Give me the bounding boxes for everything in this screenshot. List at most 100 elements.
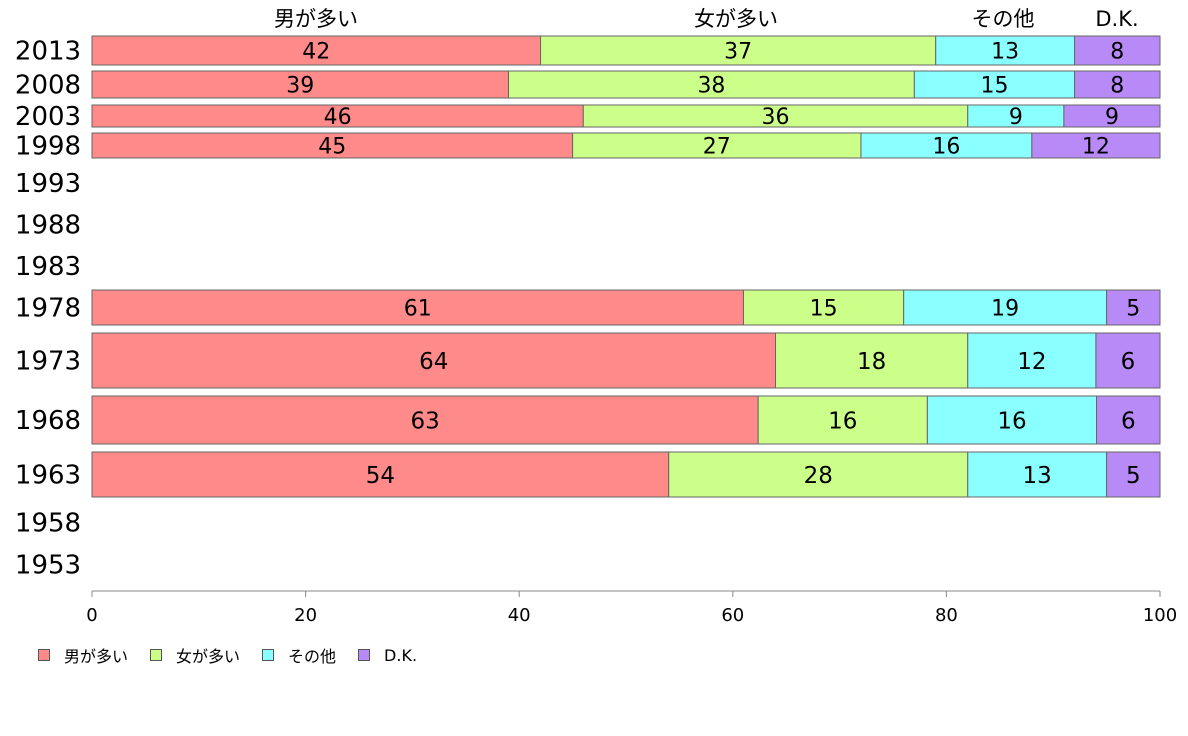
bar-segment [540, 35, 937, 66]
bar-value-label: 16 [828, 408, 857, 434]
bar-value-label: 12 [1082, 134, 1110, 159]
legend-label: 女が多い [176, 647, 241, 666]
year-label: 1968 [15, 406, 81, 436]
bar-segment [757, 395, 928, 445]
bar-segment [1096, 395, 1161, 445]
legend-swatch [262, 649, 275, 661]
legend-item: 女が多い [150, 643, 240, 667]
bar-segment [967, 451, 1108, 498]
top-label: 女が多い [694, 7, 778, 31]
year-label: 1958 [15, 509, 81, 539]
year-label: 2013 [15, 37, 81, 67]
x-axis: 0 20 40 60 80 100 [86, 590, 1177, 626]
legend-swatch [150, 649, 163, 661]
bar-value-label: 54 [366, 463, 395, 489]
year-label: 1953 [15, 551, 81, 581]
bar-segment [1106, 289, 1161, 326]
year-label: 2008 [15, 71, 81, 101]
top-labels: 男が多い 女が多い その他 D.K. [274, 7, 1139, 31]
legend-item: 男が多い [38, 643, 128, 667]
bar-segment [935, 35, 1076, 66]
legend-label: その他 [288, 647, 337, 666]
bar-value-label: 15 [980, 73, 1008, 98]
year-label: 1978 [15, 294, 81, 324]
top-label: その他 [972, 7, 1035, 31]
year-label: 1993 [15, 169, 81, 199]
bar-segment [1095, 332, 1161, 389]
bar-segment [1063, 104, 1161, 128]
year-label: 1988 [15, 211, 81, 241]
top-label: 男が多い [274, 7, 358, 31]
bar-value-label: 27 [703, 134, 731, 159]
bar-segment [91, 289, 744, 326]
bar-segment [1074, 35, 1161, 66]
year-label: 1963 [15, 461, 81, 491]
legend-label: D.K. [384, 645, 418, 665]
x-tick-label: 0 [86, 605, 97, 626]
bar-segment [1031, 132, 1161, 159]
legend-swatch [358, 649, 371, 661]
bar-value-label: 16 [932, 134, 960, 159]
bar-value-label: 63 [410, 408, 439, 434]
bar-segment [91, 35, 542, 66]
bar-segment [926, 395, 1098, 445]
bar-value-label: 9 [1105, 105, 1119, 130]
year-label: 1998 [15, 132, 81, 162]
legend-item: D.K. [358, 646, 417, 665]
bar-segment [91, 132, 574, 159]
legend-item: その他 [262, 643, 336, 667]
bars: 42 37 13 8 39 38 15 8 46 36 9 9 45 27 16 12 61 15 19 5 64 18 1… [91, 35, 1161, 498]
bar-value-label: 61 [404, 296, 432, 321]
bar-value-label: 6 [1121, 408, 1136, 434]
bar-segment [572, 132, 862, 159]
x-tick-label: 80 [935, 605, 958, 626]
bar-value-label: 13 [991, 39, 1019, 64]
year-label: 1973 [15, 347, 81, 377]
x-tick-label: 100 [1143, 605, 1177, 626]
bar-value-label: 16 [997, 408, 1026, 434]
year-label: 2003 [15, 102, 81, 132]
bar-segment [775, 332, 969, 389]
legend-swatch [38, 649, 50, 661]
bar-segment [913, 70, 1076, 99]
bar-segment [742, 289, 905, 326]
bar-value-label: 36 [762, 105, 790, 130]
x-tick-label: 60 [721, 605, 744, 626]
bar-segment [1074, 70, 1161, 99]
bar-value-label: 13 [1023, 463, 1052, 489]
bar-value-label: 18 [857, 349, 886, 375]
bar-segment [91, 395, 759, 445]
bar-value-label: 8 [1110, 73, 1124, 98]
bar-value-label: 19 [991, 296, 1019, 321]
year-label: 1983 [15, 252, 81, 282]
bar-value-label: 39 [286, 73, 314, 98]
bar-value-label: 37 [724, 39, 752, 64]
bar-value-label: 28 [804, 463, 833, 489]
bar-segment [668, 451, 969, 498]
x-tick-label: 20 [294, 605, 317, 626]
bar-segment [1106, 451, 1161, 498]
bar-value-label: 15 [810, 296, 838, 321]
bar-segment [860, 132, 1033, 159]
bar-value-label: 64 [419, 349, 448, 375]
bar-segment [91, 70, 510, 99]
bar-value-label: 12 [1017, 349, 1046, 375]
legend-label: 男が多い [64, 647, 129, 666]
bar-segment [903, 289, 1108, 326]
bar-value-label: 6 [1121, 349, 1136, 375]
bar-value-label: 42 [302, 39, 330, 64]
bar-value-label: 8 [1110, 39, 1124, 64]
top-label: D.K. [1095, 7, 1138, 31]
bar-value-label: 5 [1126, 463, 1141, 489]
legend: 男が多い 女が多い その他 D.K. [38, 643, 439, 667]
bar-value-label: 9 [1009, 105, 1023, 130]
bar-value-label: 5 [1126, 296, 1140, 321]
x-tick-label: 40 [508, 605, 531, 626]
bar-value-label: 38 [697, 73, 725, 98]
bar-segment [91, 332, 777, 389]
bar-value-label: 46 [324, 105, 352, 130]
bar-value-label: 45 [318, 134, 346, 159]
bar-segment [508, 70, 915, 99]
